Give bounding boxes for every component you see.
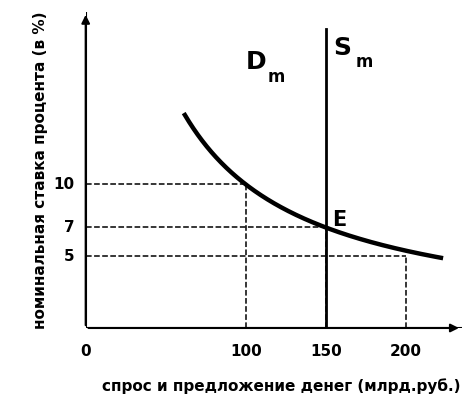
Text: 100: 100: [230, 344, 262, 359]
Text: 5: 5: [64, 249, 74, 264]
Text: m: m: [356, 53, 374, 71]
Text: D: D: [246, 50, 267, 74]
Text: E: E: [332, 210, 347, 230]
Text: спрос и предложение денег (млрд.руб.): спрос и предложение денег (млрд.руб.): [102, 378, 461, 394]
Text: 0: 0: [80, 344, 91, 359]
Text: S: S: [334, 36, 352, 60]
Text: номинальная ставка процента (в %): номинальная ставка процента (в %): [33, 11, 49, 329]
Text: m: m: [268, 68, 286, 86]
Text: 10: 10: [53, 177, 74, 192]
Text: 7: 7: [64, 220, 74, 235]
Text: 200: 200: [390, 344, 422, 359]
Text: 150: 150: [310, 344, 342, 359]
